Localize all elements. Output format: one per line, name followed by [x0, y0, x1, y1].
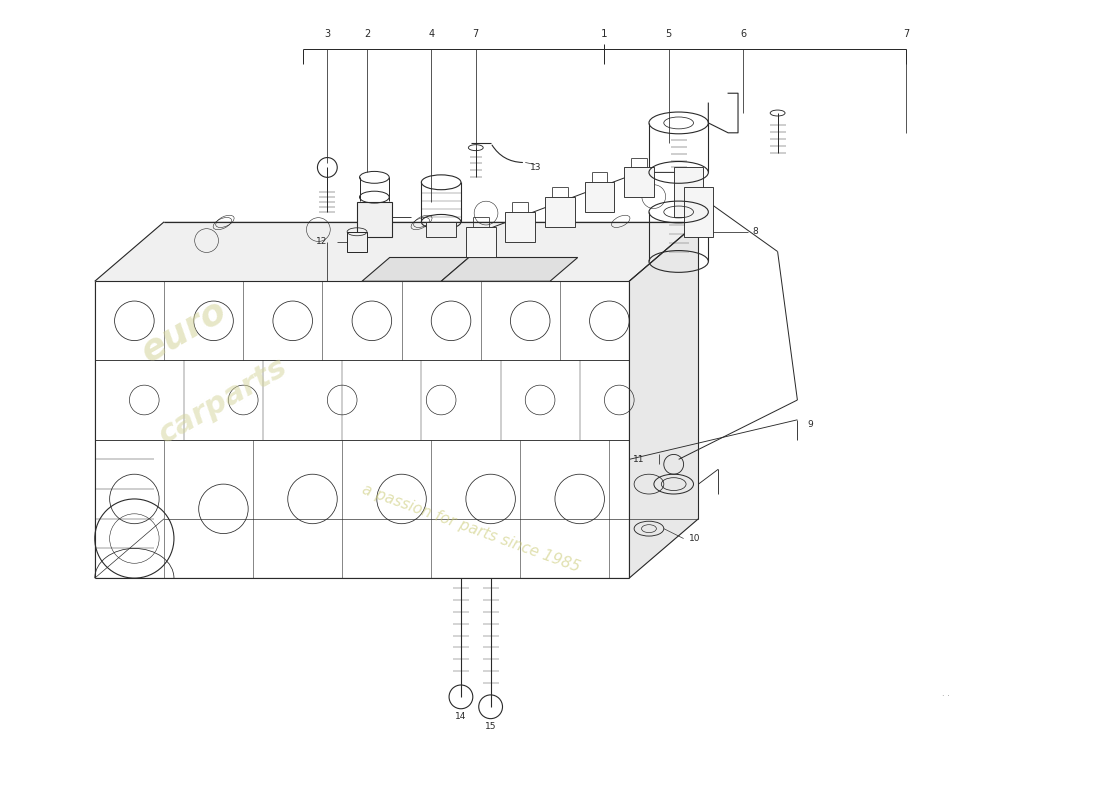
Text: 8: 8	[752, 227, 759, 236]
Bar	[348, 232, 367, 251]
Polygon shape	[362, 258, 469, 282]
Text: 13: 13	[530, 163, 541, 172]
Bar	[506, 212, 536, 242]
Polygon shape	[629, 222, 698, 578]
Text: 9: 9	[807, 420, 813, 430]
Bar	[673, 167, 703, 217]
Bar	[546, 197, 574, 227]
Bar	[584, 182, 614, 212]
Text: 12: 12	[316, 237, 328, 246]
Text: 6: 6	[740, 29, 746, 39]
Polygon shape	[95, 282, 629, 578]
Text: 5: 5	[666, 29, 672, 39]
Polygon shape	[441, 258, 578, 282]
Bar	[427, 222, 456, 237]
Text: a passion for parts since 1985: a passion for parts since 1985	[360, 482, 582, 575]
Bar	[624, 167, 653, 197]
Text: 4: 4	[428, 29, 435, 39]
Text: 7: 7	[473, 29, 478, 39]
Text: 11: 11	[634, 455, 645, 464]
Polygon shape	[95, 222, 699, 282]
Bar	[466, 227, 496, 257]
Text: 10: 10	[689, 534, 700, 543]
Bar	[683, 187, 713, 237]
Text: 7: 7	[903, 29, 910, 39]
Text: 1: 1	[601, 29, 607, 39]
Text: 3: 3	[324, 29, 330, 39]
Text: 14: 14	[455, 712, 466, 721]
Text: · ·: · ·	[942, 692, 949, 702]
Text: carparts: carparts	[154, 351, 293, 449]
Bar	[358, 202, 392, 237]
Text: 2: 2	[364, 29, 370, 39]
Text: euro: euro	[135, 293, 232, 369]
Text: 15: 15	[485, 722, 496, 731]
